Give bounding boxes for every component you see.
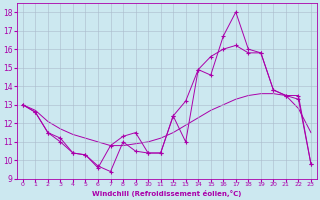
X-axis label: Windchill (Refroidissement éolien,°C): Windchill (Refroidissement éolien,°C) — [92, 190, 242, 197]
